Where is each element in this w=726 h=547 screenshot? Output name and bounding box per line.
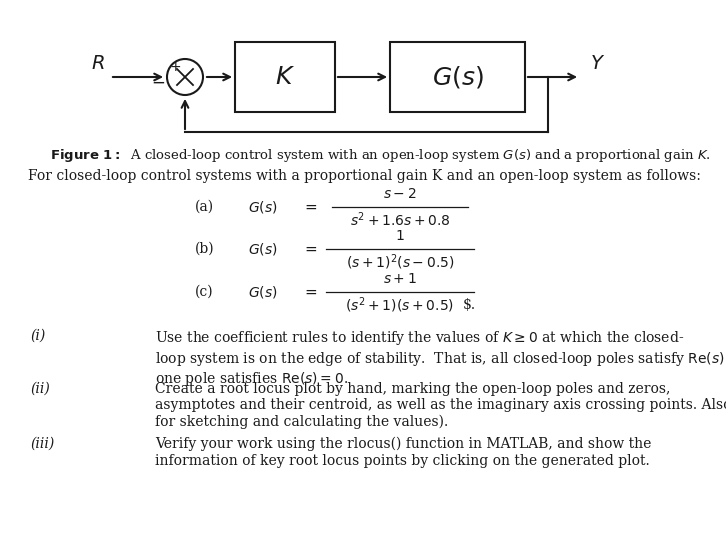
Text: For closed-loop control systems with a proportional gain K and an open-loop syst: For closed-loop control systems with a p… <box>28 169 701 183</box>
FancyBboxPatch shape <box>390 42 525 112</box>
Text: $1$: $1$ <box>395 229 405 243</box>
Text: $G(s)$: $G(s)$ <box>248 241 277 257</box>
Text: (c): (c) <box>195 285 213 299</box>
Text: Create a root locus plot by hand, marking the open-loop poles and zeros,
asympto: Create a root locus plot by hand, markin… <box>155 382 726 429</box>
Text: (i): (i) <box>30 329 45 343</box>
Text: $=$: $=$ <box>302 285 318 299</box>
Text: $=$: $=$ <box>302 242 318 256</box>
Text: $=$: $=$ <box>302 200 318 214</box>
Text: $s^2 + 1.6s + 0.8$: $s^2 + 1.6s + 0.8$ <box>350 211 450 229</box>
Text: (a): (a) <box>195 200 214 214</box>
Text: $G(s)$: $G(s)$ <box>248 284 277 300</box>
Text: $+$: $+$ <box>169 60 181 74</box>
Text: $s - 2$: $s - 2$ <box>383 187 417 201</box>
FancyBboxPatch shape <box>235 42 335 112</box>
Text: $G(s)$: $G(s)$ <box>432 64 484 90</box>
Text: $G(s)$: $G(s)$ <box>248 199 277 215</box>
Text: $(s^2 + 1)(s + 0.5)$: $(s^2 + 1)(s + 0.5)$ <box>346 295 454 315</box>
Text: (iii): (iii) <box>30 437 54 451</box>
Text: $K$: $K$ <box>275 65 295 89</box>
Text: $R$: $R$ <box>91 54 105 73</box>
Text: (ii): (ii) <box>30 382 50 396</box>
Text: $s + 1$: $s + 1$ <box>383 272 417 286</box>
Text: $-$: $-$ <box>151 73 165 91</box>
Text: $.: $. <box>463 298 476 312</box>
Text: $Y$: $Y$ <box>590 54 605 73</box>
Text: Use the coefficient rules to identify the values of $K \geq 0$ at which the clos: Use the coefficient rules to identify th… <box>155 329 726 388</box>
Text: $(s + 1)^2(s - 0.5)$: $(s + 1)^2(s - 0.5)$ <box>346 252 454 272</box>
Text: (b): (b) <box>195 242 215 256</box>
Text: $\mathbf{Figure\ 1:}$  A closed-loop control system with an open-loop system $G(: $\mathbf{Figure\ 1:}$ A closed-loop cont… <box>50 147 711 164</box>
Text: Verify your work using the rlocus() function in MATLAB, and show the
information: Verify your work using the rlocus() func… <box>155 437 651 468</box>
